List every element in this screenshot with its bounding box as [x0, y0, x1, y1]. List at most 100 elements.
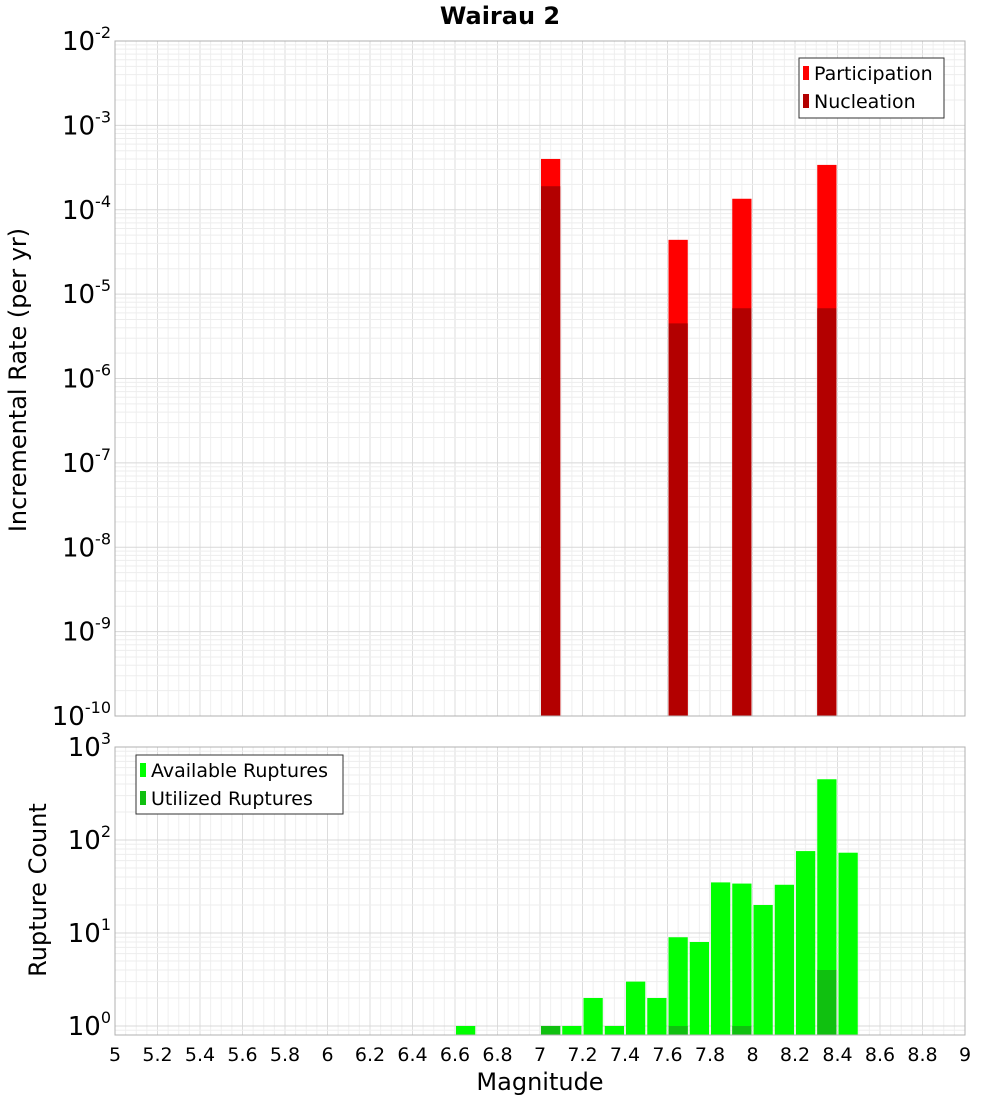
x-tick-label: 6.4	[397, 1044, 427, 1066]
rate-y-axis-label: Incremental Rate (per yr)	[4, 228, 32, 532]
bar-nucleation-7.95	[732, 308, 752, 716]
rate-bars	[541, 158, 837, 717]
y-tick-base: 10	[62, 533, 95, 563]
bar-available-ruptures-7.45	[626, 981, 646, 1035]
x-tick-label: 5.8	[270, 1044, 300, 1066]
y-tick-label: 102	[68, 822, 111, 856]
x-tick-label: 7.8	[695, 1044, 725, 1066]
bar-utilized-ruptures-8.35	[817, 969, 837, 1035]
bar-available-ruptures-8.15	[774, 884, 794, 1035]
rate-legend-box	[798, 57, 945, 119]
bar-utilized-ruptures-7.05	[541, 1025, 561, 1035]
rate-gridlines	[115, 41, 965, 716]
bar-available-ruptures-7.85	[711, 882, 731, 1035]
bar-available-ruptures-7.15	[562, 1025, 582, 1035]
bar-available-ruptures-8.05	[753, 904, 773, 1035]
legend-swatch-participation	[803, 66, 809, 80]
x-tick-label: 6	[321, 1044, 333, 1066]
legend-swatch-available	[140, 763, 146, 777]
x-tick-label: 7	[534, 1044, 546, 1066]
y-tick-label: 103	[68, 729, 111, 763]
x-tick-label: 7.4	[610, 1044, 640, 1066]
x-axis-label: Magnitude	[476, 1068, 603, 1096]
legend-swatch-utilized	[140, 791, 146, 805]
y-tick-base: 10	[52, 702, 85, 732]
y-tick-exponent: -6	[95, 361, 111, 380]
legend-label-available: Available Ruptures	[151, 760, 328, 782]
x-tick-label: 6.6	[440, 1044, 470, 1066]
bar-utilized-ruptures-7.65	[668, 1025, 688, 1035]
y-tick-label: 10-2	[62, 23, 111, 57]
bar-available-ruptures-7.95	[732, 883, 752, 1035]
y-tick-exponent: 3	[101, 729, 111, 748]
y-tick-exponent: -3	[95, 107, 111, 126]
y-tick-exponent: -10	[85, 698, 111, 717]
legend-swatch-nucleation	[803, 94, 809, 108]
rate-y-tick-labels: 10-210-310-410-510-610-710-810-910-10	[52, 23, 111, 732]
bar-available-ruptures-7.65	[668, 937, 688, 1035]
x-tick-label: 5.4	[185, 1044, 215, 1066]
magnitude-tick-labels: 5 5.2 5.4 5.6 5.8 6 6.2 6.4 6.6 6.8 7 7.2 7.4 7.6 7.8 8…	[109, 1044, 971, 1066]
bar-available-ruptures-7.55	[647, 997, 667, 1035]
x-tick-label: 6.2	[355, 1044, 385, 1066]
x-tick-label: 8	[746, 1044, 758, 1066]
y-tick-exponent: 1	[101, 915, 111, 934]
y-tick-exponent: -7	[95, 445, 111, 464]
y-tick-base: 10	[62, 196, 95, 226]
bar-nucleation-8.35	[817, 308, 837, 716]
y-tick-label: 10-8	[62, 529, 111, 563]
y-tick-base: 10	[68, 1012, 101, 1042]
y-tick-exponent: -8	[95, 529, 111, 548]
legend-label-participation: Participation	[814, 63, 933, 85]
x-tick-label: 8.8	[907, 1044, 937, 1066]
y-tick-label: 10-9	[62, 614, 111, 648]
bar-nucleation-7.65	[668, 323, 688, 716]
chart-title: Wairau 2	[440, 2, 560, 30]
y-tick-exponent: -9	[95, 614, 111, 633]
x-tick-label: 8.4	[822, 1044, 852, 1066]
y-tick-label: 10-5	[62, 276, 111, 310]
bar-available-ruptures-8.25	[796, 851, 816, 1035]
y-tick-exponent: -4	[95, 192, 111, 211]
y-tick-label: 10-10	[52, 698, 111, 732]
y-tick-label: 10-4	[62, 192, 111, 226]
x-tick-label: 5	[109, 1044, 121, 1066]
count-bars	[456, 779, 858, 1035]
count-y-axis-label: Rupture Count	[24, 803, 52, 977]
x-tick-label: 5.2	[142, 1044, 172, 1066]
legend-label-nucleation: Nucleation	[814, 91, 916, 113]
y-tick-label: 101	[68, 915, 111, 949]
x-tick-label: 9	[959, 1044, 971, 1066]
bar-available-ruptures-8.45	[838, 852, 858, 1035]
count-legend: Available Ruptures Utilized Ruptures	[135, 754, 344, 815]
y-tick-base: 10	[68, 733, 101, 763]
bar-available-ruptures-7.75	[689, 942, 709, 1035]
x-tick-label: 6.8	[482, 1044, 512, 1066]
y-tick-base: 10	[62, 365, 95, 395]
bar-nucleation-7.05	[541, 186, 561, 716]
y-tick-base: 10	[62, 449, 95, 479]
count-legend-box	[135, 754, 344, 815]
bar-available-ruptures-7.25	[583, 997, 603, 1035]
rate-panel: 10-210-310-410-510-610-710-810-910-10 In…	[4, 23, 966, 732]
y-tick-base: 10	[62, 27, 95, 57]
y-tick-exponent: 0	[101, 1008, 111, 1027]
y-tick-exponent: -2	[95, 23, 111, 42]
y-tick-label: 10-3	[62, 107, 111, 141]
x-tick-label: 7.6	[652, 1044, 682, 1066]
y-tick-base: 10	[62, 280, 95, 310]
x-tick-label: 7.2	[567, 1044, 597, 1066]
y-tick-label: 10-6	[62, 361, 111, 395]
rate-legend: Participation Nucleation	[798, 57, 945, 119]
x-tick-label: 8.2	[780, 1044, 810, 1066]
x-tick-label: 8.6	[865, 1044, 895, 1066]
rate-plot-frame	[114, 40, 966, 717]
y-tick-exponent: 2	[101, 822, 111, 841]
y-tick-base: 10	[62, 618, 95, 648]
bar-available-ruptures-7.35	[604, 1025, 624, 1035]
bar-utilized-ruptures-7.95	[732, 1025, 752, 1035]
y-tick-label: 10-7	[62, 445, 111, 479]
y-tick-base: 10	[68, 919, 101, 949]
count-plot-frame	[114, 746, 966, 1036]
